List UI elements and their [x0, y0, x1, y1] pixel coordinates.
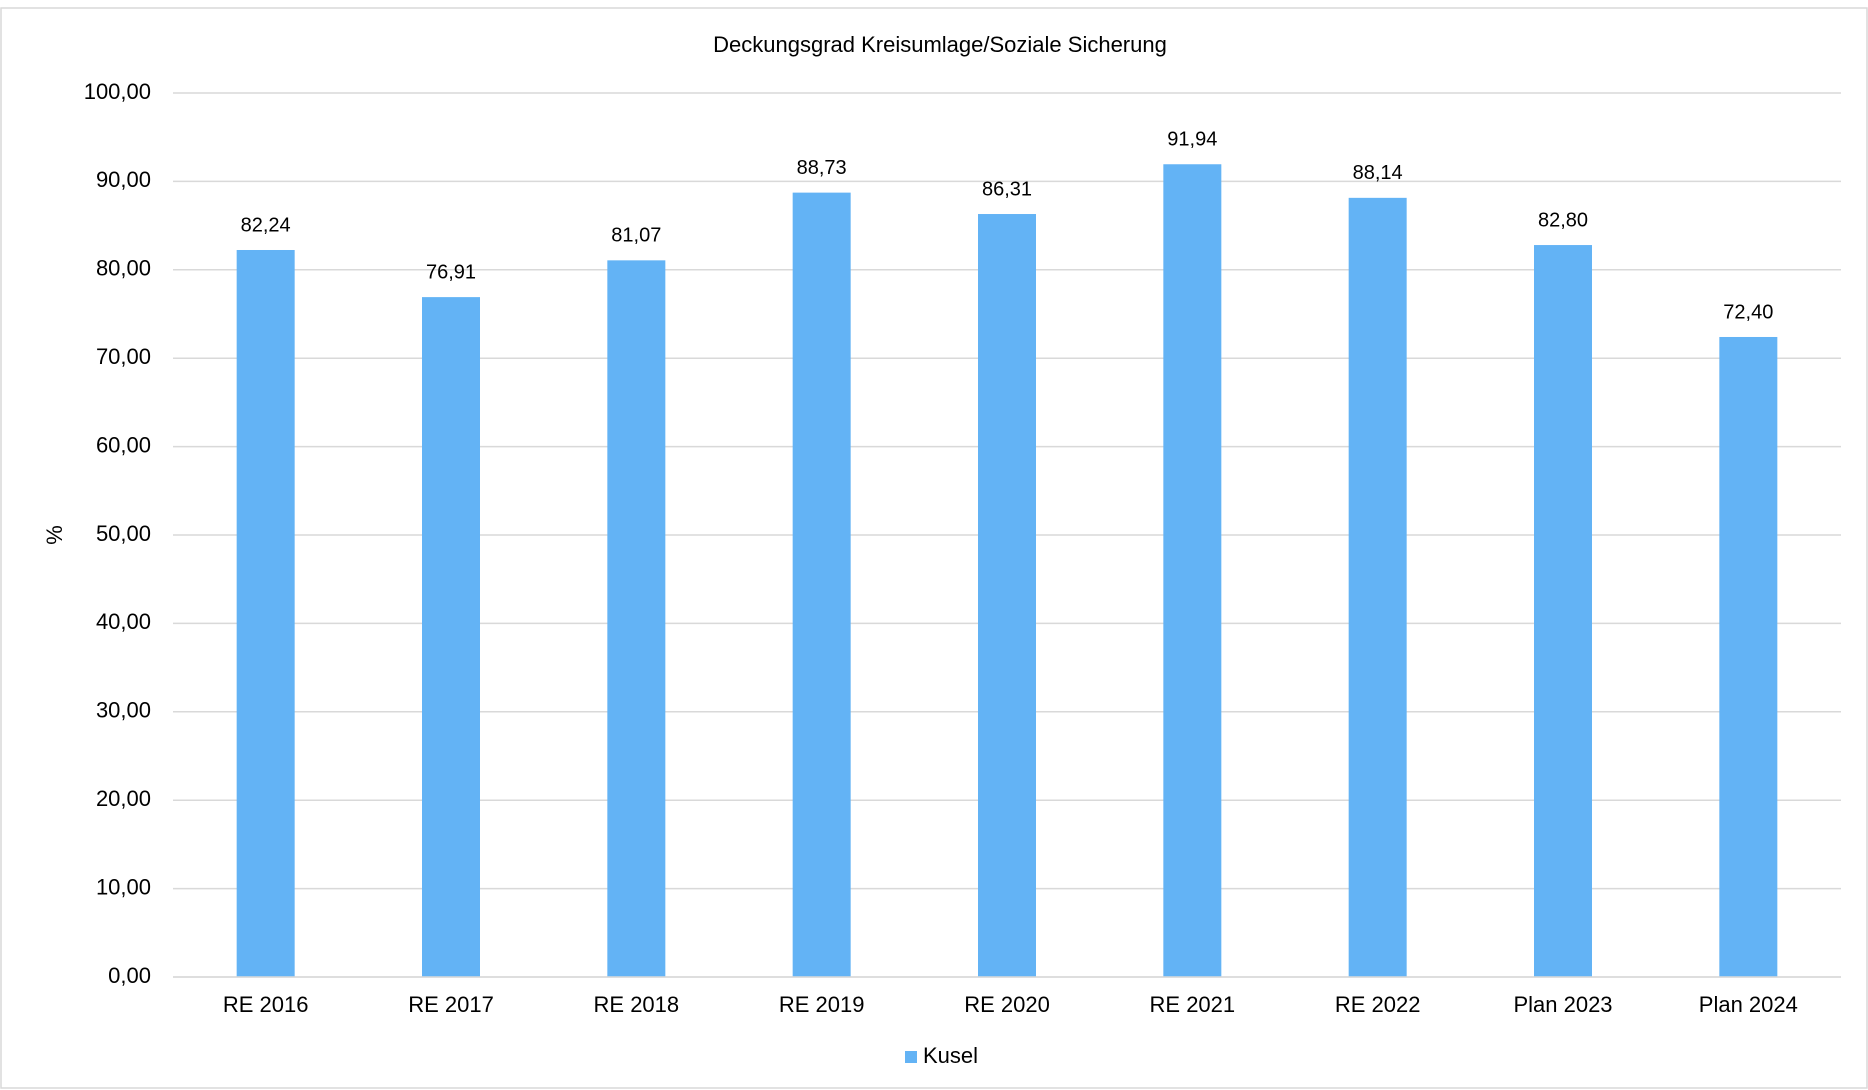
bar — [792, 192, 851, 977]
y-tick-label: 20,00 — [96, 786, 151, 811]
y-tick-label: 100,00 — [84, 79, 151, 104]
data-label: 91,94 — [1167, 129, 1217, 151]
y-tick-label: 80,00 — [96, 256, 151, 281]
y-tick-label: 30,00 — [96, 698, 151, 723]
bar — [978, 214, 1036, 977]
bar — [1534, 245, 1592, 978]
data-label: 82,80 — [1538, 209, 1588, 231]
legend-label: Kusel — [923, 1043, 978, 1068]
bar — [1348, 197, 1407, 977]
data-label: 88,73 — [797, 157, 847, 179]
x-tick-label: Plan 2023 — [1513, 992, 1612, 1017]
y-tick-label: 10,00 — [96, 874, 151, 899]
x-tick-label: Plan 2024 — [1699, 992, 1798, 1017]
x-tick-label: RE 2021 — [1150, 992, 1236, 1017]
x-tick-label: RE 2020 — [964, 992, 1050, 1017]
data-label: 76,91 — [426, 261, 476, 283]
x-tick-label: RE 2022 — [1335, 992, 1421, 1017]
data-label: 86,31 — [982, 178, 1032, 200]
y-tick-label: 70,00 — [96, 344, 151, 369]
bar — [236, 249, 295, 977]
x-tick-label: RE 2016 — [223, 992, 309, 1017]
x-tick-label: RE 2017 — [408, 992, 494, 1017]
chart-title: Deckungsgrad Kreisumlage/Soziale Sicheru… — [713, 32, 1167, 57]
bar — [607, 260, 666, 977]
data-label: 82,24 — [241, 214, 291, 236]
y-tick-label: 90,00 — [96, 167, 151, 192]
bar — [1719, 336, 1778, 977]
y-tick-label: 50,00 — [96, 521, 151, 546]
y-axis-label: % — [42, 525, 67, 545]
bar — [1163, 164, 1222, 978]
data-label: 72,40 — [1723, 301, 1773, 323]
data-label: 88,14 — [1353, 162, 1403, 184]
y-tick-label: 40,00 — [96, 609, 151, 634]
x-tick-label: RE 2018 — [594, 992, 680, 1017]
x-tick-label: RE 2019 — [779, 992, 865, 1017]
y-tick-label: 0,00 — [108, 963, 151, 988]
legend-swatch — [905, 1051, 917, 1063]
bar — [422, 297, 480, 977]
y-tick-label: 60,00 — [96, 432, 151, 457]
data-label: 81,07 — [611, 225, 661, 247]
